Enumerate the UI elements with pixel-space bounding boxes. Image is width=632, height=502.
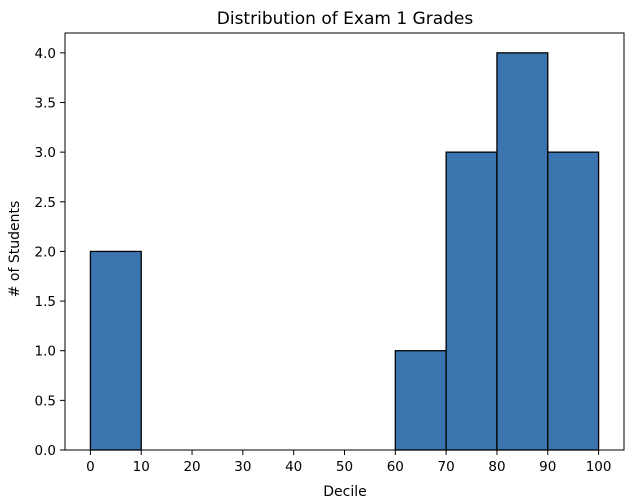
x-axis-label: Decile [323, 484, 366, 500]
y-tick-label: 3.5 [35, 96, 56, 112]
y-tick-label: 2.5 [35, 195, 56, 211]
x-axis-ticks: 0 10 20 30 40 50 60 70 80 90 100 [86, 450, 611, 475]
x-tick-label: 70 [438, 459, 455, 475]
histogram-bar-70-80 [445, 151, 498, 451]
x-tick-label: 10 [133, 459, 150, 475]
histogram-bar-0-10 [89, 250, 142, 451]
x-tick-label: 50 [336, 459, 353, 475]
x-tick-label: 100 [586, 459, 612, 475]
y-axis-ticks: 0.0 0.5 1.0 1.5 2.0 2.5 3.0 3.5 4.0 [35, 46, 65, 459]
chart-title: Distribution of Exam 1 Grades [217, 9, 474, 29]
x-tick-label: 30 [234, 459, 251, 475]
y-tick-label: 3.0 [35, 145, 56, 161]
x-tick-label: 80 [488, 459, 505, 475]
plot-frame [64, 32, 625, 451]
y-tick-label: 0.5 [35, 393, 56, 409]
y-tick-label: 1.5 [35, 294, 56, 310]
x-tick-label: 60 [387, 459, 404, 475]
y-axis-label: # of Students [7, 201, 23, 298]
y-tick-label: 0.0 [35, 443, 56, 459]
y-tick-label: 4.0 [35, 46, 56, 62]
histogram-bar-80-90 [496, 52, 549, 451]
histogram-bar-90-100 [547, 151, 600, 451]
x-tick-label: 40 [285, 459, 302, 475]
x-tick-label: 90 [539, 459, 556, 475]
bars-group [89, 52, 600, 451]
histogram-bar-60-70 [394, 350, 447, 451]
x-tick-label: 0 [86, 459, 95, 475]
y-tick-label: 2.0 [35, 244, 56, 260]
x-tick-label: 20 [183, 459, 200, 475]
y-tick-label: 1.0 [35, 344, 56, 360]
